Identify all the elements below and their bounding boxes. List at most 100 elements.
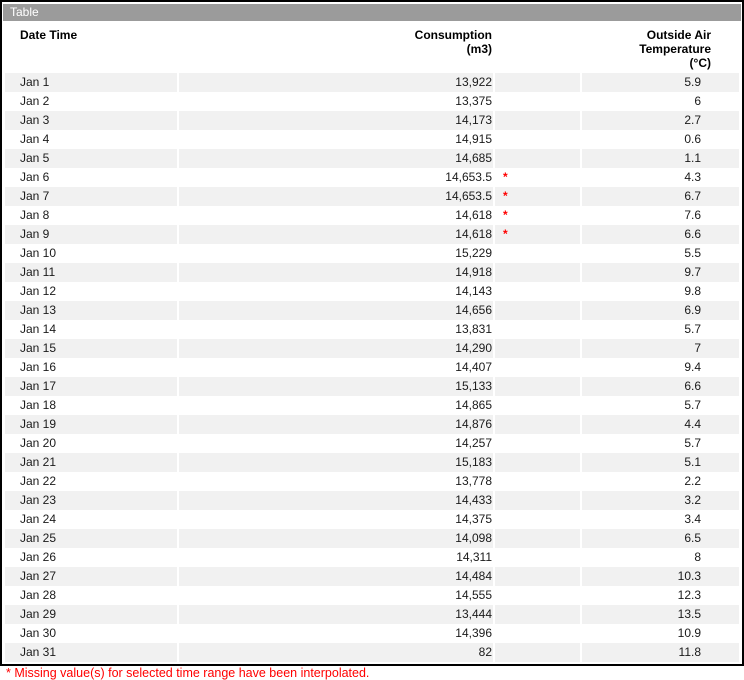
interpolated-marker-cell [495, 339, 580, 358]
consumption-cell: 14,653.5 [179, 168, 493, 187]
temperature-cell: 9.7 [582, 263, 739, 282]
table-row: Jan 28 14,555 12.3 [5, 586, 739, 605]
consumption-cell: 14,918 [179, 263, 493, 282]
interpolated-marker-cell [495, 548, 580, 567]
table-row: Jan 11 14,918 9.7 [5, 263, 739, 282]
date-cell: Jan 18 [5, 396, 177, 415]
consumption-cell: 15,229 [179, 244, 493, 263]
temperature-cell: 12.3 [582, 586, 739, 605]
interpolated-marker-cell: * [495, 187, 580, 206]
consumption-cell: 14,375 [179, 510, 493, 529]
temperature-cell: 6.9 [582, 301, 739, 320]
consumption-cell: 14,685 [179, 149, 493, 168]
date-cell: Jan 26 [5, 548, 177, 567]
date-cell: Jan 9 [5, 225, 177, 244]
temperature-cell: 6.7 [582, 187, 739, 206]
table-body: Jan 1 13,922 5.9 Jan 2 13,375 6 Jan 3 14,173 2.7… [5, 73, 739, 662]
temperature-cell: 5.9 [582, 73, 739, 92]
date-cell: Jan 5 [5, 149, 177, 168]
table-row: Jan 31 82 11.8 [5, 643, 739, 662]
consumption-cell: 14,433 [179, 491, 493, 510]
temperature-cell: 5.7 [582, 434, 739, 453]
temperature-cell: 4.3 [582, 168, 739, 187]
interpolated-marker-cell [495, 377, 580, 396]
date-cell: Jan 29 [5, 605, 177, 624]
interpolated-marker-cell: * [495, 206, 580, 225]
date-cell: Jan 19 [5, 415, 177, 434]
temperature-cell: 5.1 [582, 453, 739, 472]
date-cell: Jan 2 [5, 92, 177, 111]
consumption-cell: 14,865 [179, 396, 493, 415]
table-header-row: Date Time Consumption (m3) Outside Air Te… [5, 23, 739, 73]
date-cell: Jan 14 [5, 320, 177, 339]
table-row: Jan 15 14,290 7 [5, 339, 739, 358]
date-cell: Jan 21 [5, 453, 177, 472]
data-table: Date Time Consumption (m3) Outside Air Te… [3, 23, 741, 662]
temperature-cell: 7 [582, 339, 739, 358]
table-row: Jan 2 13,375 6 [5, 92, 739, 111]
temperature-cell: 6.6 [582, 225, 739, 244]
interpolated-marker-cell [495, 92, 580, 111]
consumption-cell: 14,876 [179, 415, 493, 434]
date-cell: Jan 17 [5, 377, 177, 396]
temperature-cell: 3.4 [582, 510, 739, 529]
temperature-cell: 0.6 [582, 130, 739, 149]
table-row: Jan 27 14,484 10.3 [5, 567, 739, 586]
consumption-cell: 14,098 [179, 529, 493, 548]
table-row: Jan 1 13,922 5.9 [5, 73, 739, 92]
temperature-cell: 9.4 [582, 358, 739, 377]
table-row: Jan 22 13,778 2.2 [5, 472, 739, 491]
interpolated-marker-cell [495, 111, 580, 130]
consumption-cell: 14,143 [179, 282, 493, 301]
date-cell: Jan 11 [5, 263, 177, 282]
temperature-cell: 10.9 [582, 624, 739, 643]
interpolated-asterisk-icon: * [503, 208, 508, 222]
date-cell: Jan 27 [5, 567, 177, 586]
date-cell: Jan 7 [5, 187, 177, 206]
consumption-cell: 14,618 [179, 225, 493, 244]
temperature-cell: 4.4 [582, 415, 739, 434]
table-row: Jan 23 14,433 3.2 [5, 491, 739, 510]
date-cell: Jan 6 [5, 168, 177, 187]
table-row: Jan 29 13,444 13.5 [5, 605, 739, 624]
consumption-cell: 14,915 [179, 130, 493, 149]
interpolated-marker-cell [495, 130, 580, 149]
interpolated-marker-cell [495, 624, 580, 643]
table-row: Jan 19 14,876 4.4 [5, 415, 739, 434]
column-header-interpolated-spacer [495, 23, 580, 73]
date-cell: Jan 22 [5, 472, 177, 491]
date-cell: Jan 31 [5, 643, 177, 662]
table-row: Jan 3 14,173 2.7 [5, 111, 739, 130]
temperature-cell: 2.2 [582, 472, 739, 491]
table-row: Jan 7 14,653.5 * 6.7 [5, 187, 739, 206]
date-cell: Jan 3 [5, 111, 177, 130]
date-cell: Jan 13 [5, 301, 177, 320]
interpolated-marker-cell [495, 358, 580, 377]
date-cell: Jan 4 [5, 130, 177, 149]
temperature-cell: 13.5 [582, 605, 739, 624]
temperature-cell: 6.5 [582, 529, 739, 548]
date-cell: Jan 8 [5, 206, 177, 225]
interpolated-marker-cell [495, 605, 580, 624]
interpolated-marker-cell [495, 282, 580, 301]
interpolated-marker-cell: * [495, 225, 580, 244]
consumption-cell: 14,656 [179, 301, 493, 320]
consumption-cell: 13,444 [179, 605, 493, 624]
interpolated-marker-cell [495, 453, 580, 472]
consumption-cell: 14,396 [179, 624, 493, 643]
consumption-cell: 15,133 [179, 377, 493, 396]
interpolated-asterisk-icon: * [503, 189, 508, 203]
temperature-cell: 8 [582, 548, 739, 567]
interpolated-marker-cell [495, 586, 580, 605]
table-row: Jan 12 14,143 9.8 [5, 282, 739, 301]
interpolated-marker-cell [495, 529, 580, 548]
table-row: Jan 20 14,257 5.7 [5, 434, 739, 453]
widget-title: Table [10, 5, 39, 19]
consumption-cell: 14,407 [179, 358, 493, 377]
interpolated-marker-cell [495, 320, 580, 339]
date-cell: Jan 25 [5, 529, 177, 548]
consumption-cell: 14,484 [179, 567, 493, 586]
date-cell: Jan 10 [5, 244, 177, 263]
interpolated-marker-cell [495, 567, 580, 586]
consumption-cell: 14,618 [179, 206, 493, 225]
